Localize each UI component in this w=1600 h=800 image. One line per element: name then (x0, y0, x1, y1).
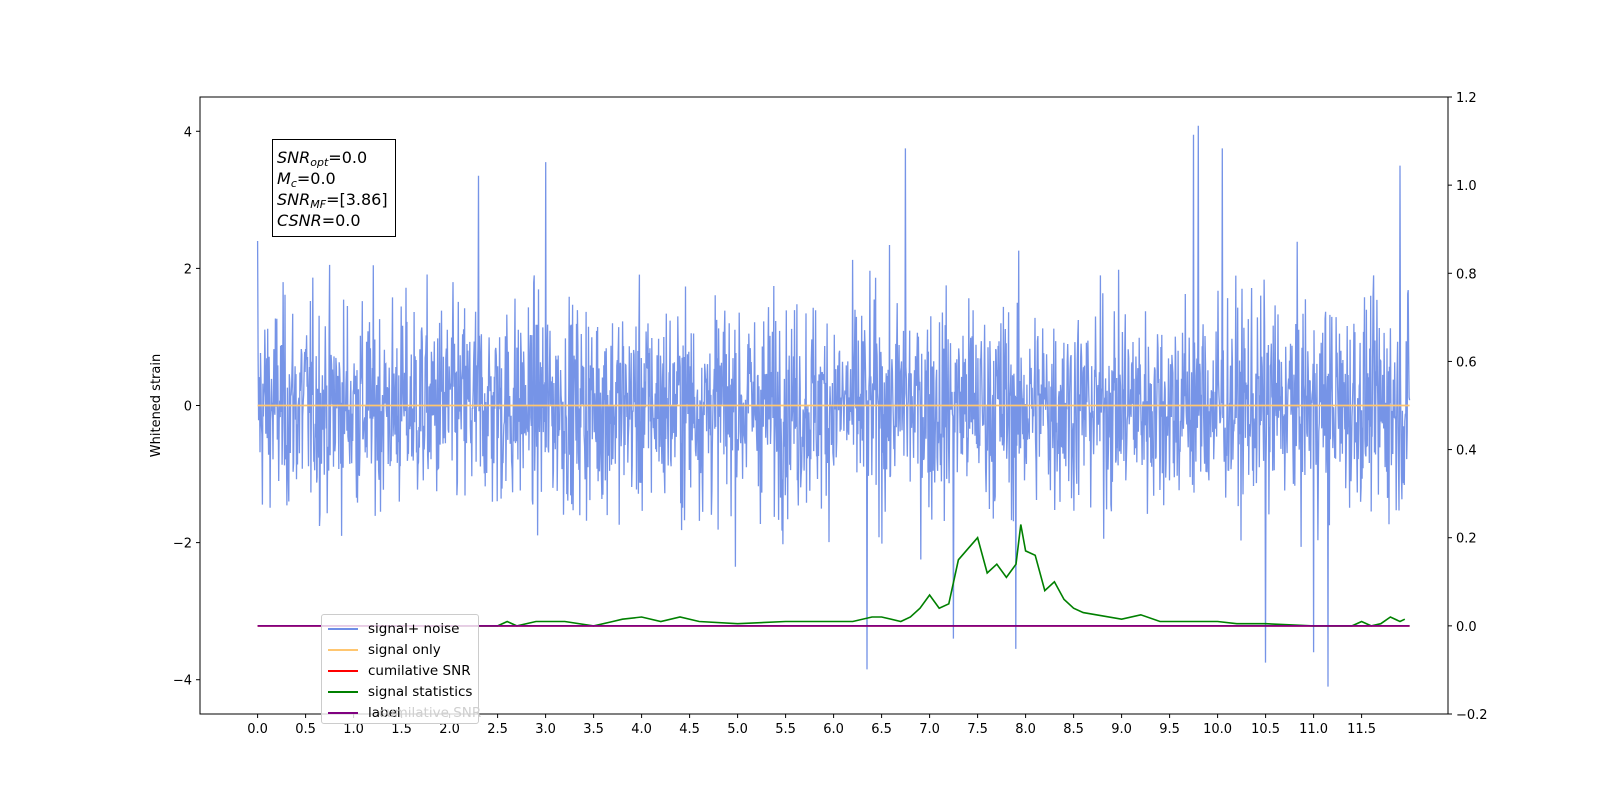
legend-label: signal+ noise (368, 620, 460, 637)
x-tick-label: 9.0 (1111, 722, 1132, 737)
x-tick-label: 11.0 (1299, 722, 1328, 737)
axis-ticks: 0.0 0.5 1.0 1.5 2.0 2.5 3.0 3.5 4.0 4.5 5.0 5.5 6.0 6… (173, 91, 1488, 737)
signal-statistics-line (449, 524, 1406, 627)
info-snr-opt: SNRopt=0.0 (277, 148, 368, 169)
y2-tick-label: 0.8 (1456, 267, 1477, 282)
info-snr-mf: SNRMF=[3.86] (277, 190, 388, 211)
y2-tick-label: 0.6 (1456, 355, 1477, 370)
x-tick-label: 1.5 (391, 722, 412, 737)
legend-label: signal only (368, 641, 441, 658)
x-tick-label: 3.0 (535, 722, 556, 737)
y2-tick-label: 0.2 (1456, 532, 1477, 547)
legend: signal+ noise signal only cumilative SNR… (321, 614, 481, 724)
legend-entry-cumulative-snr: cumilative SNR (328, 660, 478, 681)
legend-label: signal statistics (368, 683, 473, 700)
y-tick-label: 2 (184, 262, 192, 277)
x-tick-label: 8.0 (1015, 722, 1036, 737)
x-tick-label: 0.0 (247, 722, 268, 737)
x-tick-label: 7.0 (919, 722, 940, 737)
x-tick-label: 0.5 (295, 722, 316, 737)
x-tick-label: 6.5 (871, 722, 892, 737)
y-tick-label: 0 (184, 400, 192, 415)
x-tick-label: 9.5 (1159, 722, 1180, 737)
legend-swatch (328, 669, 358, 672)
y-tick-label: −4 (173, 674, 192, 689)
x-tick-label: 4.0 (631, 722, 652, 737)
y2-tick-label: −0.2 (1456, 708, 1488, 723)
x-tick-label: 10.5 (1251, 722, 1280, 737)
y2-tick-label: 0.0 (1456, 620, 1477, 635)
y2-tick-label: 0.4 (1456, 444, 1477, 459)
x-tick-label: 11.5 (1347, 722, 1376, 737)
x-tick-label: 2.0 (439, 722, 460, 737)
x-tick-label: 8.5 (1063, 722, 1084, 737)
x-tick-label: 7.5 (967, 722, 988, 737)
x-tick-label: 6.0 (823, 722, 844, 737)
y2-tick-label: 1.2 (1456, 91, 1477, 106)
y-axis-label: Whitened strain (149, 354, 164, 457)
x-tick-label: 4.5 (679, 722, 700, 737)
y-tick-label: 4 (184, 125, 192, 140)
legend-entry-signal-statistics: signal statistics (328, 681, 478, 702)
legend-entry-signal-only: signal only (328, 639, 478, 660)
x-tick-label: 2.5 (487, 722, 508, 737)
x-tick-label: 3.5 (583, 722, 604, 737)
legend-swatch (328, 690, 358, 693)
signal-noise-series (256, 125, 1411, 687)
legend-entry-label: label cumilative SNR (328, 702, 481, 723)
signal-noise-line (256, 125, 1411, 687)
info-mc: Mc=0.0 (277, 169, 336, 190)
legend-entry-signal-noise: signal+ noise (328, 618, 478, 639)
legend-swatch (328, 648, 358, 651)
info-csnr: CSNR=0.0 (277, 211, 361, 230)
x-tick-label: 5.0 (727, 722, 748, 737)
legend-overlap-text: cumilative SNR (378, 704, 482, 721)
legend-label: cumilative SNR (368, 662, 471, 679)
y-tick-label: −2 (173, 537, 192, 552)
y2-tick-label: 1.0 (1456, 179, 1477, 194)
x-tick-label: 5.5 (775, 722, 796, 737)
legend-label: label (368, 704, 401, 721)
info-box: SNRopt=0.0 Mc=0.0 SNRMF=[3.86] CSNR=0.0 (272, 139, 396, 237)
legend-swatch (328, 627, 358, 630)
x-tick-label: 10.0 (1203, 722, 1232, 737)
x-tick-label: 1.0 (343, 722, 364, 737)
legend-swatch (328, 711, 358, 714)
